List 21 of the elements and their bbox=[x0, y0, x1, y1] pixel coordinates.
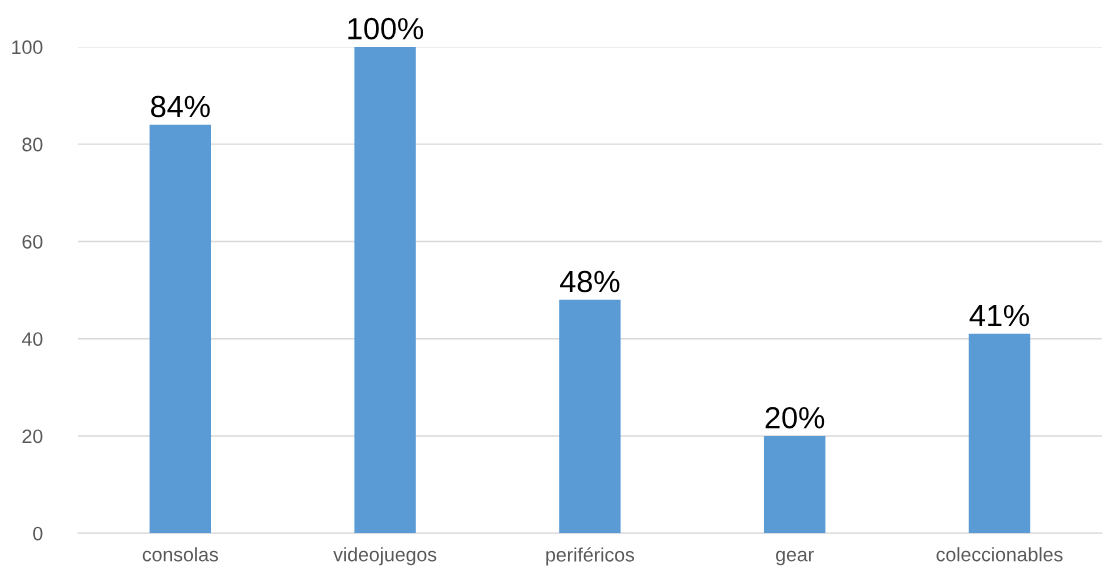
x-tick-label: gear bbox=[776, 550, 814, 566]
y-tick-label: 60 bbox=[22, 234, 43, 249]
data-label: 100% bbox=[348, 17, 424, 40]
data-label: 84% bbox=[151, 95, 210, 118]
bar bbox=[354, 46, 416, 534]
x-tick-label: periféricos bbox=[546, 547, 635, 566]
bar bbox=[559, 299, 621, 534]
data-label: 20% bbox=[765, 406, 825, 429]
bar bbox=[968, 333, 1031, 534]
x-tick-label: coleccionables bbox=[936, 547, 1063, 562]
y-tick-label: 40 bbox=[22, 332, 43, 346]
x-tick-label: videojuegos bbox=[333, 547, 437, 566]
data-label: 48% bbox=[560, 270, 620, 293]
data-label: 41% bbox=[969, 304, 1029, 327]
bar bbox=[763, 435, 826, 534]
y-tick-label: 20 bbox=[22, 429, 43, 444]
y-tick-label: 80 bbox=[22, 137, 43, 152]
bar bbox=[149, 124, 212, 534]
x-tick-label: consolas bbox=[142, 547, 218, 562]
y-tick-label: 0 bbox=[33, 526, 43, 541]
y-tick-label: 100 bbox=[12, 40, 43, 55]
